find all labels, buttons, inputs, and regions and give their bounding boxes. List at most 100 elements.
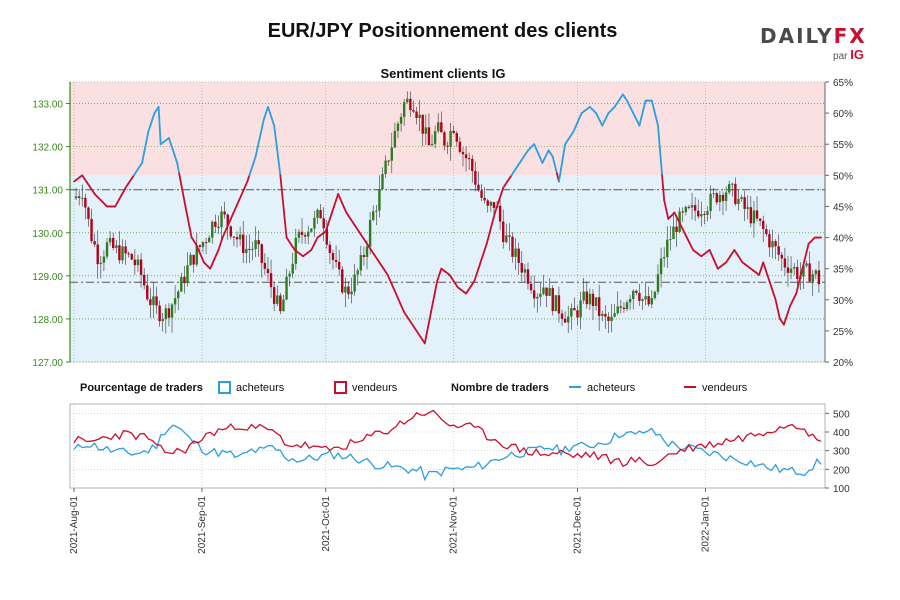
candle-body	[375, 210, 378, 212]
candle-body	[161, 319, 164, 322]
candle-body	[266, 268, 270, 274]
candle-body	[628, 298, 632, 303]
candle-body	[545, 287, 548, 296]
percent-line-segment	[151, 112, 156, 121]
percent-line-segment	[281, 195, 286, 218]
price-tick-label: 131.00	[32, 186, 63, 197]
candle-body	[808, 263, 811, 282]
candle-body	[554, 295, 558, 312]
percent-line-segment	[219, 236, 224, 245]
percent-line-segment	[436, 273, 441, 283]
candle-body	[786, 267, 790, 273]
percent-line-segment	[182, 194, 187, 208]
percent-line-segment	[279, 174, 284, 197]
candle-body	[489, 201, 493, 206]
percent-line-segment	[776, 308, 781, 320]
percent-line-segment	[147, 124, 152, 133]
candle-body	[130, 254, 133, 260]
candle-body	[520, 262, 523, 273]
candle-body	[755, 210, 759, 219]
candle-body	[762, 220, 765, 230]
legend-percent-sellers: vendeurs	[352, 382, 398, 394]
candle-body	[635, 290, 638, 293]
percent-line-segment	[246, 174, 251, 183]
candle-body	[245, 248, 248, 254]
candle-body	[731, 183, 734, 185]
price-candles	[74, 91, 821, 334]
dailyfx-logo: DAILYFX par IG	[760, 24, 870, 64]
percent-line-segment	[176, 161, 181, 175]
candle-body	[758, 218, 762, 221]
candle-body	[563, 318, 567, 323]
candle-body	[183, 276, 186, 284]
percent-line-segment	[479, 255, 484, 264]
candle-body	[647, 296, 650, 305]
percent-line-segment	[438, 267, 443, 276]
candle-body	[597, 297, 601, 317]
candle-body	[350, 291, 353, 295]
candle-body	[242, 234, 245, 254]
candle-body	[372, 211, 375, 220]
candle-body	[316, 209, 319, 218]
candle-body	[687, 206, 691, 208]
percent-line-segment	[772, 292, 777, 301]
logo-wordmark: DAILYFX	[760, 24, 870, 48]
candle-body	[492, 201, 496, 208]
percent-line-segment	[638, 116, 643, 127]
candle-body	[529, 283, 533, 291]
candle-body	[390, 147, 393, 161]
candle-body	[257, 240, 260, 245]
candle-body	[582, 291, 585, 301]
candle-body	[396, 123, 400, 131]
sellers-zone	[70, 82, 825, 176]
candle-body	[353, 274, 356, 292]
candle-body	[341, 269, 344, 293]
percent-line-segment	[184, 205, 189, 218]
candle-body	[743, 197, 746, 209]
candle-body	[570, 308, 573, 317]
percent-tick-label: 45%	[833, 202, 853, 213]
count-tick-label: 300	[833, 447, 850, 458]
buyers-zone	[70, 175, 825, 362]
candle-body	[740, 197, 743, 199]
candle-body	[471, 158, 474, 171]
percent-line-segment	[423, 332, 428, 345]
candle-body	[220, 211, 223, 228]
candle-body	[464, 154, 468, 159]
candle-body	[502, 221, 505, 243]
percent-line-segment	[774, 298, 779, 311]
candle-body	[214, 221, 217, 227]
candle-body	[99, 262, 103, 265]
percent-line-segment	[149, 118, 154, 127]
percent-line-segment	[434, 280, 439, 293]
percent-line-segment	[271, 118, 276, 127]
lower-panel-frame	[69, 403, 826, 489]
percent-line-segment	[762, 261, 767, 270]
percent-line-segment	[803, 251, 808, 262]
date-tick-label: 2021-Oct-01	[321, 496, 332, 552]
candle-body	[282, 299, 285, 312]
percent-line-segment	[640, 108, 645, 119]
percent-line-segment	[475, 267, 480, 276]
percent-line-segment	[178, 172, 183, 186]
candle-body	[588, 293, 592, 305]
candle-body	[180, 276, 183, 292]
candle-body	[814, 270, 818, 275]
candle-body	[260, 244, 263, 264]
candle-body	[638, 292, 641, 301]
candle-body	[337, 261, 341, 270]
candle-body	[783, 258, 787, 268]
candle-body	[285, 276, 288, 300]
percent-line-segment	[248, 168, 253, 177]
price-tick-label: 133.00	[32, 100, 63, 111]
percent-line-segment	[428, 311, 432, 324]
chart-title: EUR/JPY Positionnement des clients	[267, 20, 618, 42]
percent-line-segment	[186, 215, 191, 229]
candle-body	[427, 127, 431, 146]
percent-lines	[73, 93, 822, 345]
buyers-count-line	[73, 424, 822, 482]
percent-line-segment	[558, 168, 562, 183]
candle-body	[681, 211, 684, 213]
count-tick-label: 200	[833, 465, 850, 476]
candle-body	[467, 158, 471, 160]
